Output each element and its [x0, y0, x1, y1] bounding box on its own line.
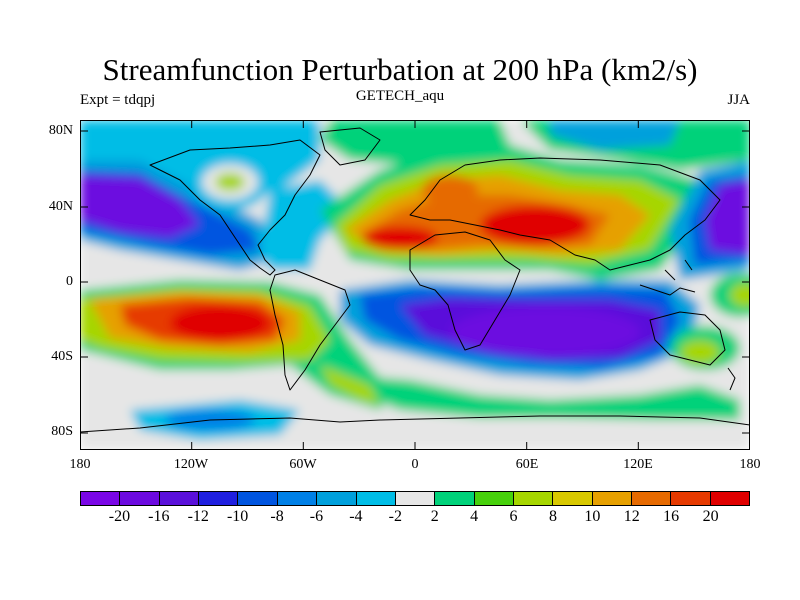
field-arctic-blue-east: [550, 120, 680, 150]
field-australia-high-core: [680, 340, 720, 364]
colorbar-label: 4: [470, 508, 479, 525]
colorbar-box: [553, 492, 593, 505]
colorbar-box: [199, 492, 239, 505]
field-sio-low-core: [450, 307, 640, 357]
colorbar-label: -20: [108, 508, 131, 525]
colorbar-box: [632, 492, 672, 505]
lon-tick-marks: [80, 120, 750, 450]
colorbar-label: 20: [702, 508, 719, 525]
colorbar-box: [671, 492, 711, 505]
colorbar-label: -12: [187, 508, 209, 525]
coastline-greenland: [319, 127, 381, 166]
field-wpac-low-core: [705, 180, 750, 255]
colorbar-label: 10: [584, 508, 601, 525]
field-spac-high-core: [170, 305, 270, 341]
colorbar-box: [120, 492, 160, 505]
colorbar-box: [356, 492, 396, 505]
lat-label-40s: 40S: [51, 349, 73, 364]
colorbar-box: [317, 492, 357, 505]
field-south-green-band: [350, 375, 740, 420]
lat-label-40n: 40N: [48, 199, 73, 214]
field-npac-ring-center: [215, 173, 245, 191]
colorbar-box: [238, 492, 278, 505]
lon-label-180w: 180: [69, 457, 91, 472]
field-atlantic-blue-band: [260, 180, 350, 270]
colorbar-label: 8: [548, 508, 557, 525]
lat-label-80n: 80N: [48, 123, 73, 138]
coastline-new-zealand: [727, 367, 736, 391]
colorbar-box: [710, 492, 750, 505]
colorbar-label: 12: [623, 508, 640, 525]
colorbar-box: [159, 492, 200, 505]
field-eurasia-high-core-east: [480, 205, 590, 245]
colorbar-box: [395, 492, 436, 505]
map-panel: [80, 120, 750, 450]
lon-label-120w: 120W: [173, 457, 209, 472]
lon-label-0: 0: [411, 457, 419, 472]
lat-label-0: 0: [66, 274, 73, 289]
colorbar-box: [277, 492, 318, 505]
colorbar-label: -8: [270, 508, 284, 525]
coastline-maritime-continent: [639, 259, 696, 296]
colorbar-box: [81, 492, 121, 505]
colorbar-label: 2: [430, 508, 439, 525]
field-eurasia-high-core-north: [422, 175, 478, 205]
plot-title: Streamfunction Perturbation at 200 hPa (…: [102, 52, 698, 87]
experiment-label: Expt = tdqpj: [80, 92, 156, 108]
coastline-australia: [649, 311, 726, 366]
lat-tick-marks: [80, 130, 750, 434]
coastline-africa: [409, 231, 521, 351]
colorbar-box: [592, 492, 633, 505]
field-dateline-high-core: [730, 283, 750, 307]
colorbar-box: [474, 492, 514, 505]
coastline-antarctica: [80, 415, 750, 433]
lon-label-60e: 60E: [515, 457, 539, 472]
colorbar-label: -4: [349, 508, 363, 525]
lat-label-80s: 80S: [51, 424, 73, 439]
coastline-north-america: [149, 139, 321, 276]
colorbar-box: [513, 492, 554, 505]
coastline-south-america: [269, 269, 351, 391]
field-eurasia-high-core-west: [362, 226, 438, 250]
field-south-yellow-band: [320, 365, 380, 405]
lon-label-120e: 120E: [623, 457, 653, 472]
colorbar-label: -6: [309, 508, 324, 525]
colorbar: [80, 491, 750, 506]
colorbar-label: -2: [388, 508, 402, 525]
season-label: JJA: [727, 92, 750, 108]
field-npac-lobe-core: [80, 175, 200, 238]
colorbar-label: 6: [509, 508, 518, 525]
lon-label-60w: 60W: [289, 457, 317, 472]
colorbar-label: 16: [663, 508, 680, 525]
colorbar-box: [435, 492, 475, 505]
dataset-label: GETECH_aqu: [355, 88, 445, 104]
lon-label-180e: 180: [739, 457, 761, 472]
coastline-eurasia: [409, 157, 721, 271]
colorbar-label: -10: [226, 508, 249, 525]
colorbar-label: -16: [148, 508, 170, 525]
